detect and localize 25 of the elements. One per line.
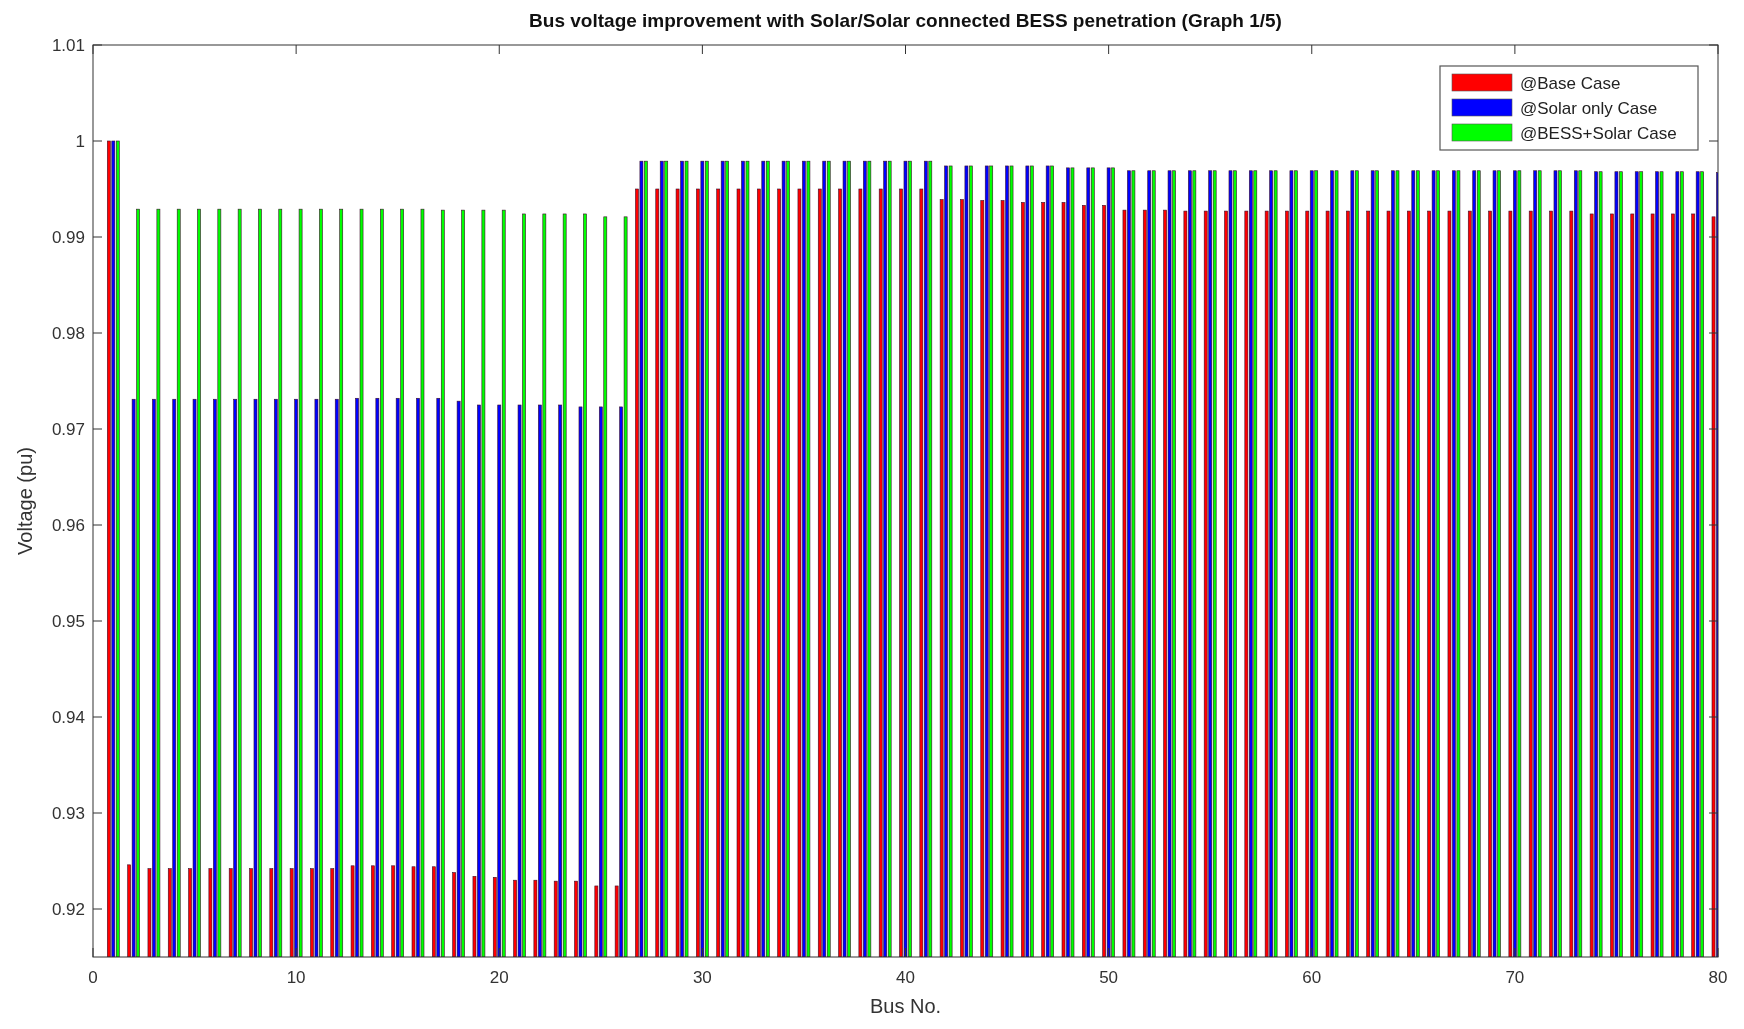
x-tick-label: 30 [692, 968, 712, 987]
x-tick-label: 20 [489, 968, 509, 987]
x-tick-label: 0 [88, 968, 98, 987]
y-tick-label: 0.92 [51, 899, 85, 919]
y-axis-title: Voltage (pu) [14, 447, 36, 555]
y-tick-label: 0.99 [51, 227, 85, 247]
legend-label: @Base Case [1520, 73, 1621, 93]
x-tick-label: 10 [286, 968, 306, 987]
x-tick-label: 70 [1505, 968, 1525, 987]
x-tick-label: 50 [1099, 968, 1119, 987]
x-tick-label: 40 [896, 968, 915, 987]
y-tick-label: 1 [75, 131, 85, 151]
y-tick-label: 0.98 [51, 323, 85, 343]
x-tick-label: 80 [1708, 968, 1728, 987]
y-tick-label: 0.96 [51, 515, 85, 535]
legend-label: @BESS+Solar Case [1520, 123, 1677, 143]
y-tick-label: 0.97 [51, 419, 85, 439]
y-tick-label: 0.94 [51, 707, 85, 727]
y-tick-label: 0.93 [51, 803, 85, 823]
y-tick-label: 1.01 [51, 35, 85, 55]
y-tick-label: 0.95 [51, 611, 85, 631]
legend-label: @Solar only Case [1520, 98, 1658, 118]
x-axis-title: Bus No. [869, 995, 942, 1017]
x-tick-label: 60 [1302, 968, 1322, 987]
chart-title: Bus voltage improvement with Solar/Solar connected BESS penetration (Graph 1/5) [529, 10, 1282, 31]
